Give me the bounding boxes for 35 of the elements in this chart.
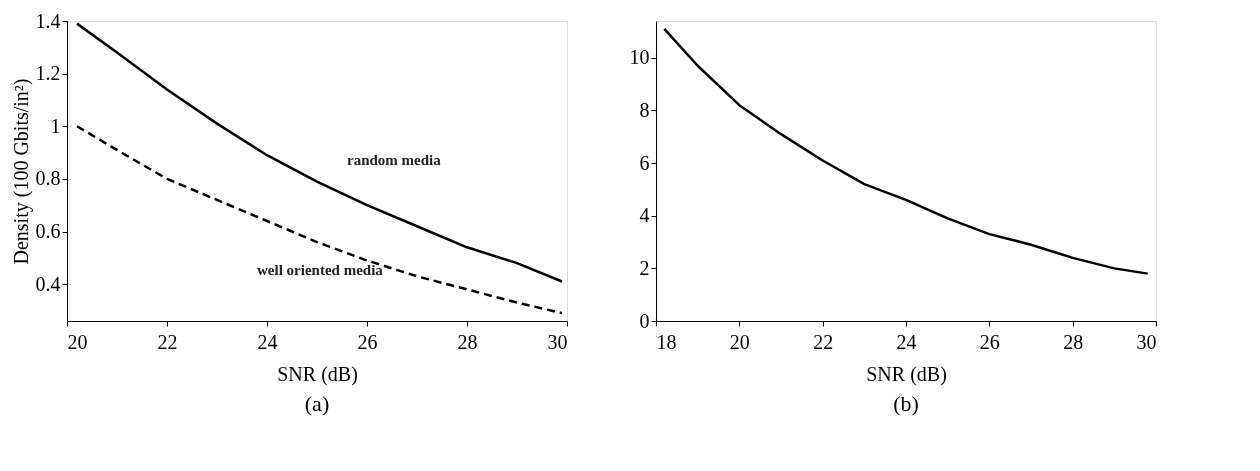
y-tick-label: 10 (629, 46, 650, 69)
line-series (663, 27, 1149, 275)
y-tick-label: 6 (639, 151, 650, 174)
line-series (75, 22, 564, 283)
y-tick-label: 2 (639, 256, 650, 279)
y-tick-label: 4 (639, 204, 650, 227)
y-tick-label: 8 (639, 98, 650, 121)
x-tick-label: 20 (67, 330, 88, 353)
y-tick-label: 0.4 (35, 272, 61, 295)
y-tick-label: 0.6 (35, 220, 61, 243)
y-tick-label: 1 (50, 114, 61, 137)
x-axis-title: SNR (dB) (277, 362, 358, 386)
text: (b) (893, 391, 919, 416)
x-tick-label: 24 (257, 330, 278, 353)
x-tick-label: 26 (357, 330, 378, 353)
x-tick-label: 24 (896, 330, 917, 353)
x-tick-label: 20 (729, 330, 750, 353)
y-tick-label: 1.2 (35, 62, 61, 85)
x-tick-label: 30 (1136, 330, 1157, 353)
y-tick-label: 1.4 (35, 9, 61, 32)
series-label: well oriented media (257, 262, 384, 279)
text: (a) (304, 391, 330, 416)
y-tick-label: 0.8 (35, 167, 61, 190)
x-tick-label: 18 (656, 330, 677, 353)
line-series (75, 125, 564, 315)
x-tick-label: 26 (979, 330, 1000, 353)
x-tick-label: 22 (157, 330, 178, 353)
x-tick-label: 30 (547, 330, 568, 353)
series-label: random media (347, 151, 442, 168)
x-tick-label: 28 (1063, 330, 1084, 353)
y-axis-title: Density (100 Gbits/in²) (9, 78, 33, 265)
x-axis-title: SNR (dB) (866, 362, 947, 386)
y-tick-label: 0 (639, 309, 650, 332)
x-tick-label: 28 (457, 330, 478, 353)
x-tick-label: 22 (813, 330, 834, 353)
